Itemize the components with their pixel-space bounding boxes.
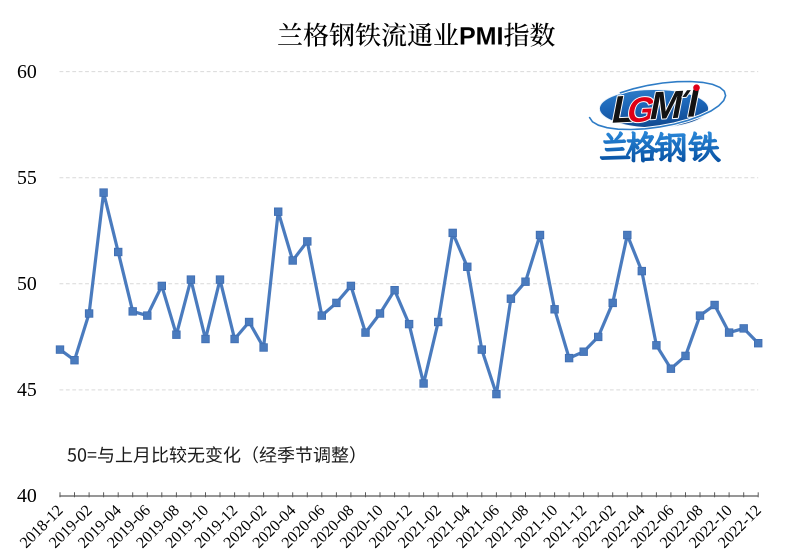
svg-text:55: 55 xyxy=(17,167,37,189)
svg-text:50: 50 xyxy=(17,273,37,295)
svg-text:40: 40 xyxy=(17,485,37,507)
svg-text:60: 60 xyxy=(17,61,37,83)
svg-text:45: 45 xyxy=(17,379,37,401)
